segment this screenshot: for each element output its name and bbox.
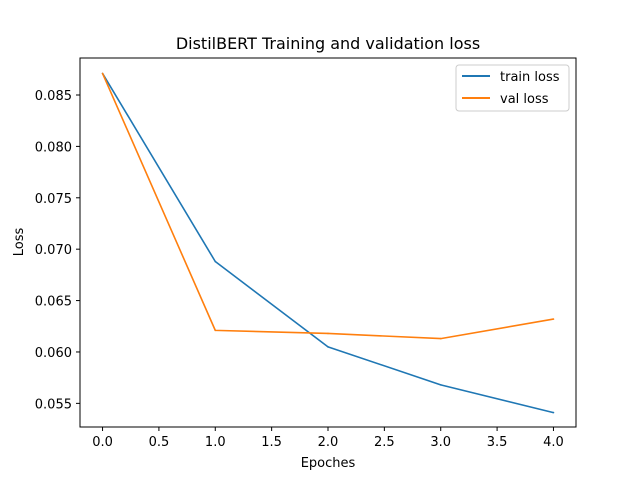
x-tick-label: 3.0	[430, 435, 451, 450]
data-point-train-loss	[439, 384, 442, 386]
y-tick-label: 0.060	[35, 346, 72, 361]
legend: train loss val loss	[455, 64, 570, 112]
y-tick-label: 0.085	[35, 89, 72, 104]
data-point-val-loss	[327, 332, 329, 335]
legend-label-train-loss: train loss	[500, 70, 560, 85]
y-tick-label: 0.065	[35, 295, 72, 310]
y-tick-label: 0.055	[35, 397, 72, 412]
legend-label-val-loss: val loss	[500, 92, 549, 107]
x-tick-label: 1.0	[205, 435, 226, 450]
data-point-train-loss	[327, 346, 329, 348]
x-axis-label: Epoches	[301, 456, 356, 471]
data-point-val-loss	[101, 72, 104, 75]
y-tick-label: 0.070	[35, 243, 72, 258]
series-layer	[101, 72, 555, 414]
x-tick-label: 4.0	[543, 435, 564, 450]
x-tick-label: 2.5	[374, 435, 395, 450]
series-line-val-loss	[101, 73, 554, 340]
data-point-train-loss	[552, 411, 555, 414]
series-line-train-loss	[101, 73, 554, 414]
x-tick-label: 3.5	[487, 435, 508, 450]
x-tick-label: 0.5	[149, 435, 170, 450]
x-tick-label: 0.0	[92, 435, 113, 450]
y-axis-label: Loss	[12, 228, 27, 257]
x-tick-label: 1.5	[261, 435, 282, 450]
y-tick-label: 0.075	[35, 192, 72, 207]
y-tick-label: 0.080	[35, 140, 72, 155]
x-tick-label: 2.0	[318, 435, 339, 450]
data-point-val-loss	[214, 329, 217, 332]
y-axis: 0.055 0.060 0.065 0.070 0.075 0.080 0.085	[35, 89, 80, 412]
plot-area	[79, 57, 577, 428]
data-point-train-loss	[214, 260, 217, 263]
chart-title: DistilBERT Training and validation loss	[176, 34, 480, 53]
x-axis: 0.0 0.5 1.0 1.5 2.0 2.5 3.0 3.5 4.0	[92, 427, 564, 450]
data-point-val-loss	[439, 337, 442, 340]
data-point-val-loss	[552, 318, 555, 320]
